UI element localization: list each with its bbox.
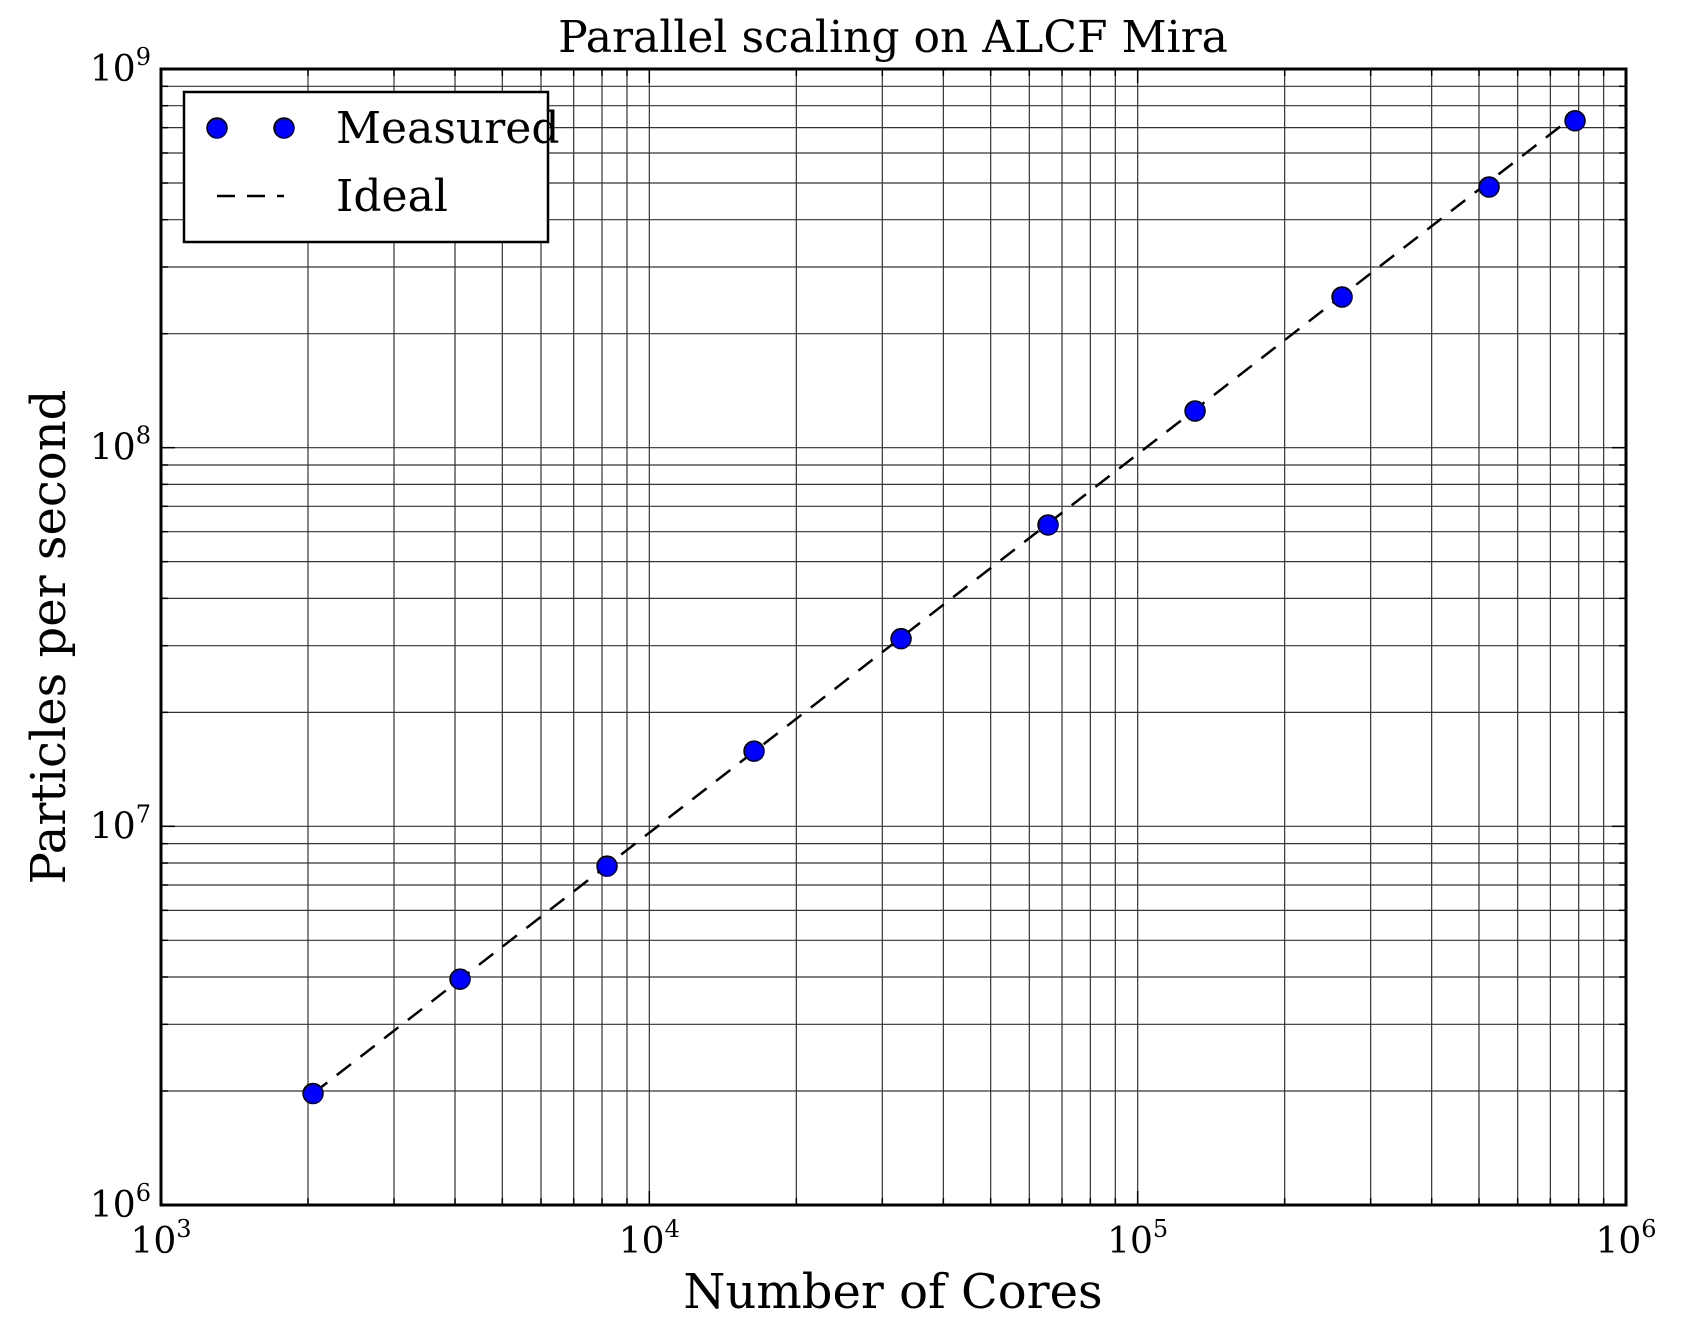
measured-point bbox=[743, 740, 765, 762]
x-tick-label: 106 bbox=[1595, 1215, 1656, 1262]
measured-point bbox=[1564, 110, 1586, 132]
measured-point bbox=[596, 855, 618, 877]
legend: Measured Ideal bbox=[182, 90, 559, 244]
measured-point bbox=[890, 627, 912, 650]
y-tick-label: 108 bbox=[90, 422, 151, 469]
measured-point bbox=[1184, 400, 1206, 422]
measured-point bbox=[1331, 286, 1353, 308]
axis-ticks: 103 104 105 106 106 107 108 109 bbox=[90, 43, 1657, 1262]
legend-label-ideal: Ideal bbox=[336, 171, 448, 222]
legend-measured-marker bbox=[206, 117, 228, 139]
x-tick-label: 105 bbox=[1107, 1215, 1168, 1262]
x-axis-label: Number of Cores bbox=[683, 1264, 1102, 1320]
y-tick-label: 106 bbox=[90, 1179, 151, 1226]
ideal-series-line bbox=[312, 114, 1576, 1095]
x-tick-label: 103 bbox=[130, 1215, 191, 1262]
plot-frame bbox=[159, 67, 1628, 1207]
measured-point bbox=[449, 968, 471, 990]
legend-box bbox=[182, 90, 550, 244]
plot-area bbox=[302, 110, 1586, 1105]
x-tick-label: 104 bbox=[619, 1215, 680, 1262]
chart-title: Parallel scaling on ALCF Mira bbox=[558, 12, 1228, 63]
measured-point bbox=[302, 1082, 324, 1105]
y-tick-label: 109 bbox=[90, 43, 151, 90]
measured-point bbox=[1478, 176, 1500, 198]
measured-point bbox=[1037, 514, 1059, 536]
grid bbox=[161, 69, 1626, 1205]
legend-label-measured: Measured bbox=[336, 103, 559, 154]
y-axis-label: Particles per second bbox=[21, 390, 77, 885]
y-tick-label: 107 bbox=[90, 800, 151, 847]
legend-measured-marker bbox=[273, 117, 295, 139]
